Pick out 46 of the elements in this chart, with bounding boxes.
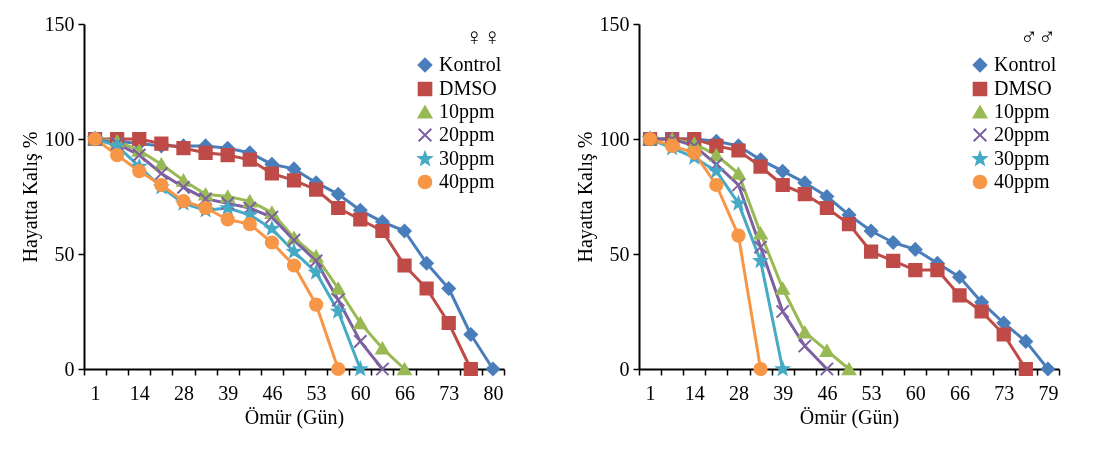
y-axis-title: Hayatta Kalış %: [573, 131, 597, 263]
y-tick-label: 50: [609, 242, 630, 265]
x-tick-label: 53: [861, 381, 882, 404]
x-tick-label: 73: [439, 381, 460, 404]
x-tick-label: 14: [129, 381, 150, 404]
x-tick-label: 60: [905, 381, 926, 404]
x-tick-label: 39: [218, 381, 239, 404]
x-tick-label: 79: [1038, 381, 1059, 404]
x-axis-title: Ömür (Gün): [244, 405, 345, 429]
legend-label: 30ppm: [994, 147, 1050, 170]
x-tick-label: 73: [994, 381, 1015, 404]
legend-label: 10ppm: [994, 100, 1050, 123]
x-tick-label: 1: [90, 381, 101, 404]
y-tick-label: 50: [54, 242, 75, 265]
legend-label: 30ppm: [439, 147, 495, 170]
x-tick-label: 60: [350, 381, 371, 404]
x-tick-label: 66: [395, 381, 416, 404]
x-tick-label: 28: [728, 381, 749, 404]
y-tick-label: 100: [44, 127, 75, 150]
x-tick-label: 28: [173, 381, 194, 404]
legend-label: Kontrol: [439, 53, 502, 75]
x-tick-label: 14: [684, 381, 705, 404]
x-tick-label: 80: [483, 381, 504, 404]
y-axis-title: Hayatta Kalış %: [18, 131, 42, 263]
legend-label: 20ppm: [994, 123, 1050, 146]
y-tick-label: 150: [599, 12, 630, 35]
y-tick-label: 0: [64, 357, 75, 380]
y-tick-label: 150: [44, 12, 75, 35]
x-tick-label: 39: [773, 381, 794, 404]
legend-label: 10ppm: [439, 100, 495, 123]
x-tick-label: 46: [262, 381, 283, 404]
legend-label: 40ppm: [994, 170, 1050, 193]
x-tick-label: 66: [950, 381, 971, 404]
x-tick-label: 53: [306, 381, 327, 404]
x-tick-label: 1: [645, 381, 656, 404]
x-tick-label: 46: [817, 381, 838, 404]
x-axis-title: Ömür (Gün): [799, 405, 900, 429]
y-tick-label: 0: [619, 357, 630, 380]
y-tick-label: 100: [599, 127, 630, 150]
legend-label: DMSO: [439, 77, 497, 99]
legend-title: ♀♀: [465, 24, 501, 50]
legend-label: DMSO: [994, 77, 1052, 99]
legend-label: 40ppm: [439, 170, 495, 193]
legend-label: Kontrol: [994, 53, 1057, 75]
legend-label: 20ppm: [439, 123, 495, 146]
legend-title: ♂♂: [1020, 24, 1056, 50]
